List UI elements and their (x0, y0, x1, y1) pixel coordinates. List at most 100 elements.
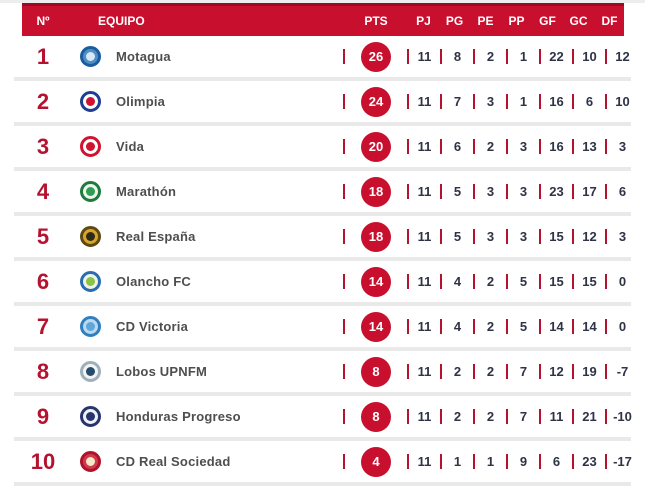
column-divider (473, 274, 475, 289)
team-name: Honduras Progreso (116, 409, 241, 424)
stat-gf: 11 (549, 409, 564, 424)
header-pp: PP (508, 14, 525, 28)
position-number: 6 (36, 268, 50, 294)
column-divider (407, 49, 409, 64)
stat-pj: 11 (417, 229, 432, 244)
column-divider (605, 184, 607, 199)
column-divider (473, 94, 475, 109)
column-divider (506, 139, 508, 154)
stat-gc: 17 (582, 184, 597, 199)
points-cell: 26 (345, 41, 407, 72)
stat-pe: 2 (486, 49, 495, 64)
stat-pe: 1 (486, 454, 495, 469)
stat-pp: 7 (519, 364, 528, 379)
stat-df: 0 (618, 319, 627, 334)
points-badge: 20 (361, 131, 391, 162)
column-divider (539, 184, 541, 199)
points-cell: 14 (345, 266, 407, 297)
column-divider (572, 184, 574, 199)
stat-pe: 2 (486, 139, 495, 154)
column-divider (440, 274, 442, 289)
column-divider (440, 94, 442, 109)
stat-pp: 1 (519, 94, 528, 109)
column-divider (539, 274, 541, 289)
stat-df: 3 (618, 229, 627, 244)
stat-pj: 11 (417, 454, 432, 469)
stat-pp: 7 (519, 409, 528, 424)
stat-pg: 8 (453, 49, 462, 64)
stat-pp: 5 (519, 319, 528, 334)
stat-df: -17 (613, 454, 632, 469)
stat-gf: 16 (549, 94, 564, 109)
stat-pj: 11 (417, 94, 432, 109)
team-name: Vida (116, 139, 145, 154)
column-divider (473, 184, 475, 199)
stat-pp: 3 (519, 184, 528, 199)
column-divider (473, 409, 475, 424)
points-badge: 4 (361, 446, 391, 477)
points-badge: 14 (361, 266, 391, 297)
team-name: Olancho FC (116, 274, 191, 289)
header-gf: GF (539, 14, 556, 28)
honduras-progreso-crest-icon (64, 406, 116, 427)
column-divider (473, 319, 475, 334)
stat-pg: 7 (453, 94, 462, 109)
column-divider (343, 139, 345, 154)
points-cell: 18 (345, 176, 407, 207)
lobos-upnfm-crest-icon (64, 361, 116, 382)
table-row: 2 Olimpia 24 11 7 3 1 16 6 10 (0, 81, 645, 126)
points-badge: 8 (361, 401, 391, 432)
column-divider (605, 139, 607, 154)
column-divider (506, 454, 508, 469)
marathon-crest-icon (64, 181, 116, 202)
header-position: Nº (36, 14, 50, 28)
header-gc: GC (569, 14, 588, 28)
position-number: 3 (36, 133, 50, 159)
table-row: 5 Real España 18 11 5 3 3 15 12 3 (0, 216, 645, 261)
table-header: Nº EQUIPO PTS PJ PG PE PP GF GC DF (22, 3, 624, 36)
team-name: CD Victoria (116, 319, 189, 334)
stat-pp: 3 (519, 139, 528, 154)
stat-gf: 23 (549, 184, 564, 199)
points-cell: 8 (345, 401, 407, 432)
column-divider (572, 319, 574, 334)
points-cell: 4 (345, 446, 407, 477)
column-divider (343, 274, 345, 289)
stat-gc: 23 (582, 454, 597, 469)
column-divider (605, 319, 607, 334)
stat-pe: 2 (486, 364, 495, 379)
stat-pg: 2 (453, 364, 462, 379)
table-row: 3 Vida 20 11 6 2 3 16 13 3 (0, 126, 645, 171)
vida-crest-icon (64, 136, 116, 157)
column-divider (605, 229, 607, 244)
column-divider (343, 409, 345, 424)
column-divider (539, 139, 541, 154)
points-badge: 14 (361, 311, 391, 342)
stat-pe: 2 (486, 319, 495, 334)
points-badge: 18 (361, 176, 391, 207)
stat-df: 12 (615, 49, 630, 64)
column-divider (473, 364, 475, 379)
column-divider (605, 454, 607, 469)
column-divider (506, 229, 508, 244)
team-name: Marathón (116, 184, 177, 199)
points-badge: 18 (361, 221, 391, 252)
column-divider (506, 274, 508, 289)
column-divider (506, 184, 508, 199)
vida-crest-icon (79, 136, 101, 157)
table-row: 6 Olancho FC 14 11 4 2 5 15 15 0 (0, 261, 645, 306)
column-divider (572, 454, 574, 469)
stat-pj: 11 (417, 364, 432, 379)
real-espana-crest-icon (79, 226, 101, 247)
stat-gc: 21 (582, 409, 597, 424)
points-cell: 20 (345, 131, 407, 162)
column-divider (506, 49, 508, 64)
stat-gf: 14 (549, 319, 564, 334)
stat-gc: 19 (582, 364, 597, 379)
table-row: 9 Honduras Progreso 8 11 2 2 7 11 21 -10 (0, 396, 645, 441)
column-divider (506, 94, 508, 109)
column-divider (572, 409, 574, 424)
stat-gf: 22 (549, 49, 564, 64)
column-divider (539, 94, 541, 109)
